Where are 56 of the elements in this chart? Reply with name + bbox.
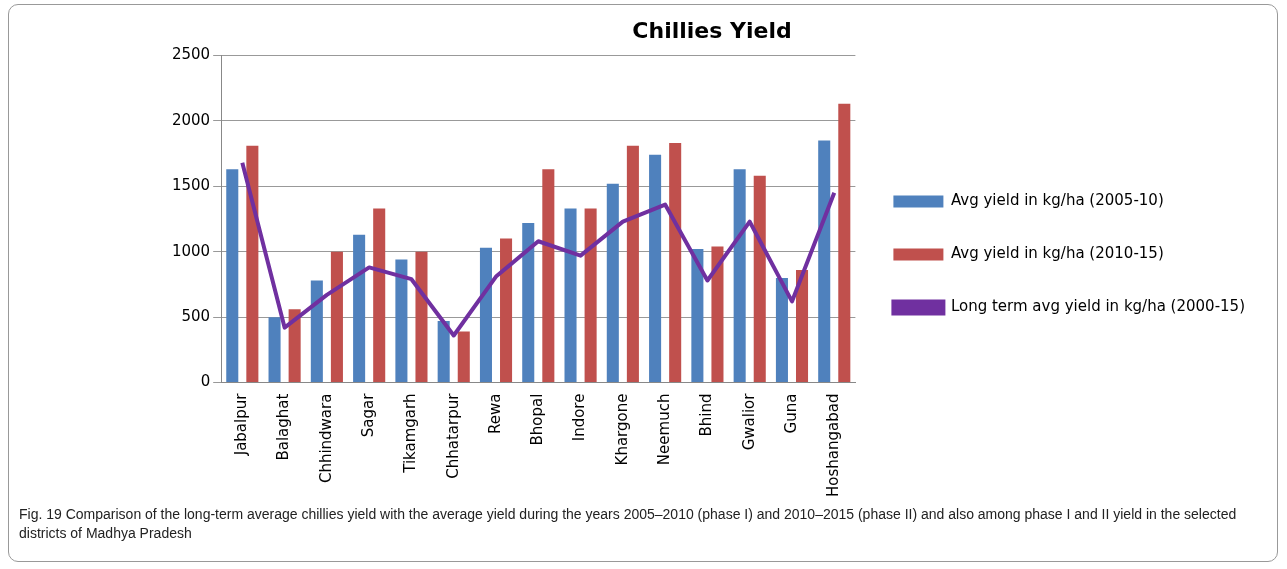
bar xyxy=(649,154,662,383)
bar xyxy=(522,222,535,383)
bar xyxy=(395,259,408,383)
y-tick-label: 0 xyxy=(200,372,211,391)
bar xyxy=(246,145,259,383)
bar xyxy=(268,317,281,383)
chart-title: Chillies Yield xyxy=(632,17,792,43)
bar xyxy=(542,169,555,383)
bar xyxy=(626,145,639,383)
legend-label: Avg yield in kg/ha (2005-10) xyxy=(950,191,1164,210)
x-tick-label: Jabalpur xyxy=(232,392,251,457)
bar xyxy=(310,280,323,383)
bar xyxy=(457,331,470,383)
x-tick-label: Hoshangabad xyxy=(824,393,843,498)
x-tick-label: Chhindwara xyxy=(316,393,335,484)
x-tick-label: Indore xyxy=(570,393,589,442)
bar xyxy=(330,251,343,383)
y-tick-label: 1000 xyxy=(171,241,211,260)
bar xyxy=(437,321,450,383)
bar xyxy=(753,175,766,383)
x-tick-label: Balaghat xyxy=(274,393,293,461)
y-tick-label: 2000 xyxy=(171,110,211,129)
x-tick-label: Khargone xyxy=(612,393,631,466)
x-tick-label: Gwalior xyxy=(739,392,758,451)
y-tick-label: 500 xyxy=(181,307,211,326)
x-tick-label: Bhind xyxy=(697,393,716,437)
bar xyxy=(373,208,386,383)
bar xyxy=(733,169,746,383)
bar xyxy=(584,208,597,383)
x-tick-label: Tikamgarh xyxy=(401,393,420,474)
bar xyxy=(669,143,682,383)
legend-label: Avg yield in kg/ha (2010-15) xyxy=(950,244,1164,263)
bar xyxy=(288,309,301,383)
x-tick-label: Rewa xyxy=(485,393,504,435)
x-tick-label: Neemuch xyxy=(655,393,674,466)
bar xyxy=(775,277,788,383)
bar xyxy=(500,238,513,383)
bar xyxy=(818,140,831,383)
caption: Fig. 19 Comparison of the long-term average chillies yield with the average yield during the years 2005–2010 (phase I) and 2010–2015 (phase II) and also among phase I and II yield in the selected districts of Madhya Pradesh xyxy=(19,505,1238,543)
bar xyxy=(711,246,724,383)
bar xyxy=(606,183,619,383)
bar xyxy=(415,251,428,383)
y-tick-label: 1500 xyxy=(171,176,211,195)
bar xyxy=(226,169,239,383)
x-tick-label: Guna xyxy=(781,393,800,434)
bar xyxy=(691,249,704,383)
bar xyxy=(353,234,366,383)
bar xyxy=(564,208,577,383)
bar xyxy=(838,103,851,383)
bar xyxy=(796,270,809,383)
x-tick-label: Sagar xyxy=(359,392,378,438)
y-tick-label: 2500 xyxy=(171,45,211,64)
x-tick-label: Chhatarpur xyxy=(443,392,462,479)
x-tick-label: Bhopal xyxy=(528,393,547,446)
bar xyxy=(479,247,492,383)
legend-label: Long term avg yield in kg/ha (2000-15) xyxy=(950,297,1246,316)
